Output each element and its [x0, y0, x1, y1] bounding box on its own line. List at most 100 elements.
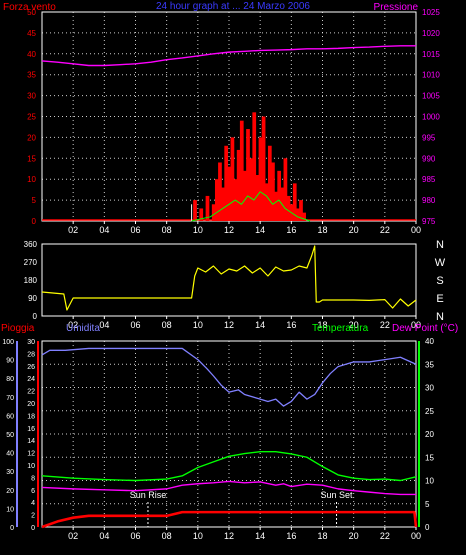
pressure-y-tick-label: 975	[422, 217, 436, 226]
atmos-x-tick-label: 20	[349, 531, 359, 541]
direction-x-tick-label: 22	[380, 320, 390, 330]
direction-x-tick-label: 08	[162, 320, 172, 330]
wind-y-tick-label: 45	[27, 29, 36, 38]
dewpoint-axis-title: Dew Point (°C)	[392, 323, 458, 334]
temperature-y-tick-label: 35	[425, 360, 434, 369]
rain-y-tick-label: 100	[2, 339, 14, 346]
wind-x-tick-label: 18	[317, 225, 327, 235]
humidity-axis-title: Umidita	[66, 323, 100, 334]
rain-y-tick-label: 20	[6, 488, 14, 495]
wind-bar	[224, 145, 229, 221]
direction-x-tick-label: 16	[286, 320, 296, 330]
pressure-line	[41, 45, 416, 67]
direction-y-tick-label: 90	[28, 294, 37, 303]
pressure-y-tick-label: 1015	[422, 50, 440, 59]
temperature-line	[41, 450, 417, 482]
atmos-x-tick-label: 06	[130, 531, 140, 541]
wind-bar	[264, 183, 269, 221]
direction-y-tick-label: 0	[33, 312, 38, 321]
direction-compass-letter: N	[436, 239, 444, 251]
direction-x-tick-label: 14	[255, 320, 265, 330]
temperature-y-tick-label: 40	[425, 337, 434, 346]
atmos-x-tick-label: 12	[224, 531, 234, 541]
wind-bar	[292, 183, 297, 221]
wind-x-tick-label: 12	[224, 225, 234, 235]
humidity-y-tick-label: 22	[27, 389, 35, 396]
pressure-axis-title: Pressione	[374, 2, 419, 13]
wind-y-tick-label: 40	[27, 50, 36, 59]
wind-bar	[302, 212, 306, 221]
rain-y-tick-label: 90	[6, 358, 14, 365]
wind-y-tick-label: 35	[27, 71, 36, 80]
atmos-x-tick-label: 02	[68, 531, 78, 541]
humidity-y-tick-label: 10	[27, 463, 35, 470]
rain-y-tick-label: 40	[6, 451, 14, 458]
humidity-y-tick-label: 4	[31, 500, 35, 507]
wind-bar	[214, 179, 219, 221]
temperature-axis-title: Temperatura	[312, 323, 369, 334]
atmos-x-tick-label: 22	[380, 531, 390, 541]
wind-x-tick-label: 10	[193, 225, 203, 235]
wind-bar	[261, 116, 266, 221]
humidity-y-tick-label: 24	[27, 376, 35, 383]
wind-bar	[277, 170, 282, 221]
direction-compass-letter: S	[436, 275, 443, 287]
wind-bar	[205, 195, 210, 221]
wind-x-tick-label: 22	[380, 225, 390, 235]
wind-bar	[283, 158, 288, 221]
atmos-x-tick-label: 16	[286, 531, 296, 541]
wind-x-tick-label: 20	[349, 225, 359, 235]
wind-x-tick-label: 02	[68, 225, 78, 235]
wind-y-tick-label: 5	[32, 196, 37, 205]
humidity-y-tick-label: 0	[31, 525, 35, 532]
wind-bar	[249, 158, 253, 221]
wind-y-tick-label: 30	[27, 92, 36, 101]
wind-bar	[243, 170, 247, 221]
wind-y-tick-label: 15	[27, 154, 36, 163]
direction-y-tick-label: 360	[24, 240, 38, 249]
direction-compass-letter: E	[436, 293, 443, 305]
humidity-y-tick-label: 28	[27, 351, 35, 358]
gust-line	[191, 191, 311, 222]
wind-y-tick-label: 10	[27, 175, 36, 184]
wind-bar	[296, 208, 300, 221]
wind-bar	[193, 200, 197, 221]
temperature-y-tick-label: 20	[425, 430, 434, 439]
pressure-y-tick-label: 1010	[422, 71, 440, 80]
humidity-line	[41, 347, 417, 407]
wind-x-tick-label: 16	[286, 225, 296, 235]
pressure-y-tick-label: 1000	[422, 113, 440, 122]
humidity-y-tick-label: 12	[27, 451, 35, 458]
direction-x-tick-label: 00	[411, 320, 421, 330]
temperature-y-tick-label: 15	[425, 453, 434, 462]
wind-x-tick-label: 04	[99, 225, 109, 235]
rain-y-tick-label: 70	[6, 395, 14, 402]
humidity-y-tick-label: 2	[31, 513, 35, 520]
humidity-y-tick-label: 20	[27, 401, 35, 408]
atmos-x-tick-label: 14	[255, 531, 265, 541]
chart-title: 24 hour graph at ... 24 Marzo 2006	[156, 1, 310, 12]
humidity-y-tick-label: 6	[31, 488, 35, 495]
wind-bar	[267, 145, 272, 221]
rain-y-tick-label: 60	[6, 413, 14, 420]
direction-x-tick-label: 18	[317, 320, 327, 330]
humidity-y-tick-label: 18	[27, 413, 35, 420]
wind-x-tick-label: 06	[130, 225, 140, 235]
temperature-y-tick-label: 0	[425, 523, 430, 532]
temperature-y-tick-label: 25	[425, 407, 434, 416]
direction-line	[41, 245, 417, 311]
rain-y-tick-label: 0	[10, 525, 14, 532]
pressure-y-tick-label: 980	[422, 196, 436, 205]
wind-y-tick-label: 25	[27, 113, 36, 122]
dewpoint-line	[41, 480, 416, 496]
wind-y-tick-label: 20	[27, 133, 36, 142]
wind-bar	[255, 175, 260, 221]
wind-bar	[299, 200, 303, 221]
temperature-y-tick-label: 10	[425, 477, 434, 486]
wind-bar	[271, 162, 275, 221]
pressure-y-tick-label: 1020	[422, 29, 440, 38]
temperature-y-tick-label: 30	[425, 384, 434, 393]
pressure-y-tick-label: 1005	[422, 92, 440, 101]
direction-x-tick-label: 12	[224, 320, 234, 330]
